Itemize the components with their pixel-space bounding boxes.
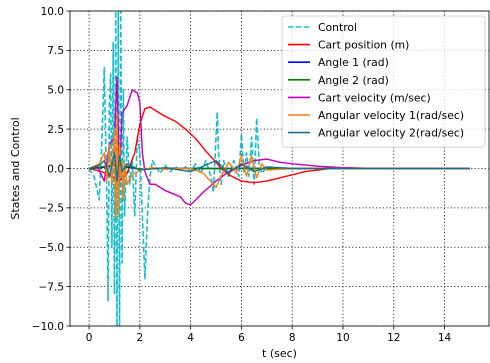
x-tick-label: 12 xyxy=(387,332,400,344)
x-tick-label: 4 xyxy=(187,332,194,344)
axis-ticks: 0 2 4 6 8 10 12 14 −10.0 −7.5 −5.0 −2.5 0.0 2.5 5.0 7.5… xyxy=(32,6,452,344)
y-tick-label: 0.0 xyxy=(47,163,64,175)
x-tick-label: 14 xyxy=(438,332,452,344)
y-tick-label: −5.0 xyxy=(39,242,65,254)
x-tick-label: 6 xyxy=(238,332,245,344)
x-tick-label: 2 xyxy=(136,332,143,344)
plot-lines xyxy=(88,11,470,326)
y-tick-label: 2.5 xyxy=(47,124,64,136)
legend-label: Cart position (m) xyxy=(318,39,409,52)
x-tick-label: 0 xyxy=(86,332,93,344)
y-tick-label: 10.0 xyxy=(41,6,64,18)
y-tick-label: −2.5 xyxy=(39,203,65,215)
series-line-5 xyxy=(88,76,470,206)
y-tick-label: −10.0 xyxy=(32,321,64,333)
series-line-7 xyxy=(88,152,470,182)
legend-label: Cart velocity (m/sec) xyxy=(318,91,431,104)
y-tick-label: −7.5 xyxy=(39,281,65,293)
x-tick-label: 8 xyxy=(289,332,296,344)
legend-label: Control xyxy=(318,21,357,34)
legend-label: Angular velocity 2(rad/sec) xyxy=(318,127,464,140)
y-tick-label: 5.0 xyxy=(47,85,64,97)
x-axis-label: t (sec) xyxy=(262,347,297,360)
y-axis-label: States and Control xyxy=(9,117,22,219)
legend: Control Cart position (m) Angle 1 (rad) Ang… xyxy=(281,15,486,148)
legend-label: Angle 1 (rad) xyxy=(318,56,389,69)
legend-box xyxy=(281,15,486,148)
y-tick-label: 7.5 xyxy=(47,45,64,57)
series-line-2 xyxy=(88,106,470,184)
legend-label: Angle 2 (rad) xyxy=(318,74,389,87)
x-tick-label: 10 xyxy=(336,332,349,344)
legend-label: Angular velocity 1(rad/sec) xyxy=(318,109,464,122)
